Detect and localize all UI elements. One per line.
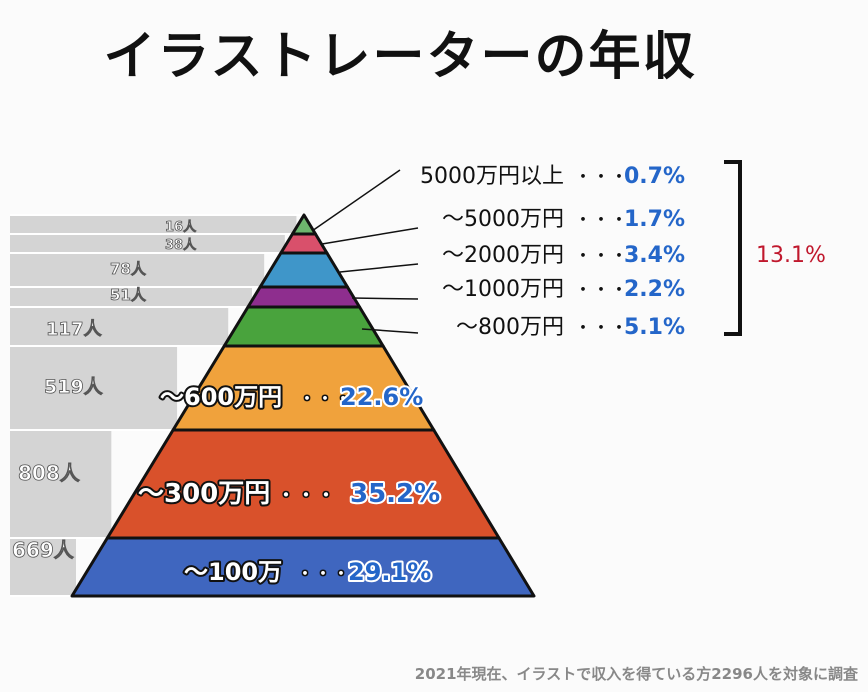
count-label: 38人 xyxy=(165,237,197,253)
pyramid-layer xyxy=(279,232,329,255)
count-label: 669人 xyxy=(12,538,75,562)
dots: ・・・ xyxy=(574,210,628,231)
count-label: 519人 xyxy=(44,376,104,398)
category-label: 〜800万円 xyxy=(456,315,564,340)
category-label: 〜1000万円 xyxy=(442,277,564,302)
dots: ・・・ xyxy=(574,246,628,267)
count-band-bg xyxy=(10,287,252,307)
count-band-bg xyxy=(10,307,229,346)
count-band-bg xyxy=(10,215,297,234)
count-label: 78人 xyxy=(110,260,147,278)
dots-inside: ・・・ xyxy=(298,389,352,410)
category-label: 〜5000万円 xyxy=(442,207,564,232)
percent-label: 1.7% xyxy=(624,207,685,232)
percent-label: 3.4% xyxy=(624,243,685,268)
percent-label-inside: 35.2% xyxy=(350,479,440,509)
bracket-label: 13.1% xyxy=(756,243,826,268)
percent-label: 0.7% xyxy=(624,164,685,189)
pyramid-layer xyxy=(246,285,362,309)
dots: ・・・ xyxy=(574,167,628,188)
percent-label-inside: 29.1% xyxy=(348,558,431,586)
category-label-inside: 〜300万円 xyxy=(138,479,270,509)
count-label: 808人 xyxy=(18,461,81,485)
count-band-bg xyxy=(10,430,112,538)
category-label-inside: 〜600万円 xyxy=(160,383,282,411)
count-label: 117人 xyxy=(46,319,103,340)
page-title: イラストレーターの年収 xyxy=(103,27,697,87)
percent-label-inside: 22.6% xyxy=(340,383,423,411)
pyramid-layer xyxy=(258,251,349,289)
dots-inside: ・・・ xyxy=(276,483,336,507)
percent-label: 2.2% xyxy=(624,277,685,302)
leader-line xyxy=(361,328,419,334)
count-band-bg xyxy=(10,253,265,287)
category-label: 〜2000万円 xyxy=(442,243,564,268)
count-band-bg xyxy=(10,234,285,253)
count-label: 51人 xyxy=(110,286,147,304)
category-label-inside: 〜100万 xyxy=(184,558,282,586)
leader-line xyxy=(321,227,419,245)
dots: ・・・ xyxy=(574,318,628,339)
bracket xyxy=(724,160,742,336)
percent-label: 5.1% xyxy=(624,315,685,340)
count-band-bg xyxy=(10,346,178,430)
count-label: 16人 xyxy=(165,219,197,235)
pyramid-layer xyxy=(222,305,385,348)
category-label: 5000万円以上 xyxy=(420,164,564,189)
leader-line xyxy=(311,169,401,232)
dots-inside: ・・・ xyxy=(296,564,350,585)
leader-line xyxy=(339,263,419,273)
source-note: 2021年現在、イラストで収入を得ている方2296人を対象に調査 xyxy=(414,665,858,683)
leader-line xyxy=(351,297,419,300)
count-band-bg xyxy=(10,538,76,596)
pyramid-layer xyxy=(70,536,536,598)
dots: ・・・ xyxy=(574,280,628,301)
